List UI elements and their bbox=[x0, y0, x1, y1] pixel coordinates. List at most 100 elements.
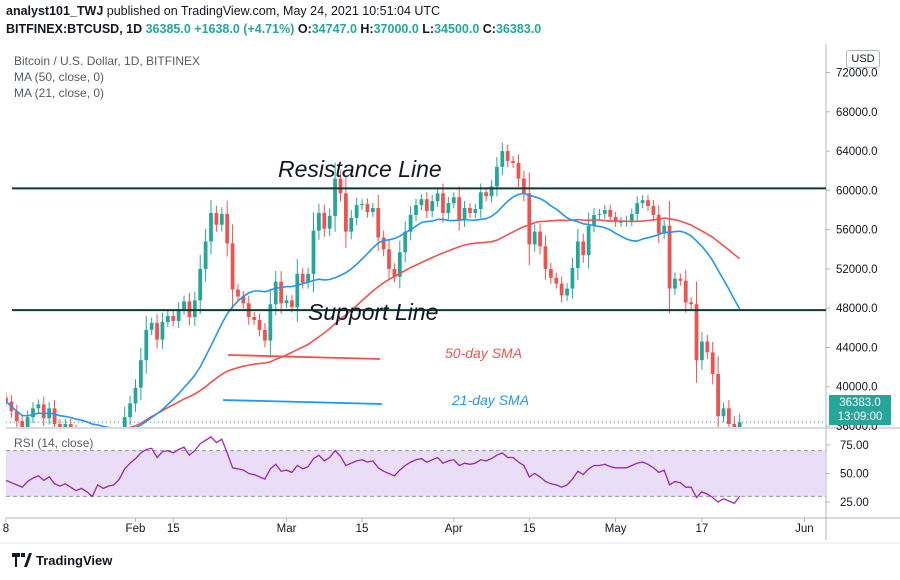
publisher-name: analyst101_TWJ bbox=[6, 4, 104, 18]
candle bbox=[565, 288, 569, 296]
candle bbox=[176, 309, 181, 321]
time-tick-label: 15 bbox=[356, 523, 369, 535]
candle bbox=[689, 302, 694, 305]
published-info: published on TradingView.com, May 24, 20… bbox=[106, 4, 441, 18]
candle bbox=[414, 205, 418, 215]
candle bbox=[495, 166, 499, 187]
sma50-label: 50-day SMA bbox=[445, 345, 522, 361]
candle bbox=[165, 316, 170, 322]
candle bbox=[554, 277, 559, 284]
candle bbox=[532, 231, 537, 245]
candle bbox=[484, 192, 489, 197]
candle bbox=[683, 280, 688, 303]
price-tick-label: 56000.0 bbox=[836, 225, 878, 237]
candle bbox=[489, 186, 494, 197]
candle bbox=[527, 193, 532, 245]
high-label: H: bbox=[360, 22, 374, 36]
candle bbox=[68, 424, 73, 427]
candle bbox=[613, 216, 618, 222]
candle bbox=[651, 206, 656, 215]
price-tick-label: 64000.0 bbox=[836, 146, 878, 158]
candle bbox=[263, 329, 267, 341]
candle bbox=[446, 203, 451, 213]
candle bbox=[198, 268, 203, 301]
candle bbox=[511, 160, 515, 163]
rsi-band bbox=[6, 450, 826, 497]
candle bbox=[230, 243, 235, 290]
candle bbox=[149, 322, 154, 330]
candle bbox=[721, 408, 726, 417]
bar-countdown: 13:09:00 bbox=[837, 411, 883, 423]
tradingview-brand[interactable]: TradingView bbox=[12, 553, 112, 570]
candle bbox=[430, 201, 435, 211]
candle bbox=[268, 304, 273, 341]
symbol-label: BITFINEX:BTCUSD, 1D bbox=[6, 22, 143, 36]
low-value: 34500.0 bbox=[434, 22, 480, 36]
candle bbox=[451, 197, 456, 204]
open-label: O: bbox=[297, 22, 312, 36]
price-tick-label: 44000.0 bbox=[836, 342, 878, 354]
candle bbox=[171, 316, 176, 321]
candle bbox=[435, 193, 440, 202]
candle bbox=[468, 208, 472, 213]
candle bbox=[732, 424, 737, 427]
time-tick-label: Apr bbox=[445, 523, 463, 535]
rsi-tick-label: 50.00 bbox=[840, 469, 869, 481]
candle bbox=[133, 387, 138, 404]
candle bbox=[575, 241, 580, 268]
candle bbox=[203, 241, 208, 269]
candle bbox=[462, 208, 467, 220]
candle bbox=[586, 225, 591, 256]
candle bbox=[673, 278, 677, 289]
candle bbox=[365, 204, 370, 212]
candle bbox=[284, 300, 289, 304]
candle bbox=[311, 230, 316, 274]
candle bbox=[646, 200, 650, 207]
candle bbox=[441, 193, 445, 213]
ma50-line bbox=[102, 217, 741, 427]
candle bbox=[317, 212, 321, 231]
legend-title: Bitcoin / U.S. Dollar, 1D, BITFINEX bbox=[14, 54, 201, 68]
candle bbox=[727, 408, 731, 425]
candle bbox=[667, 225, 672, 289]
rsi-legend: RSI (14, close) bbox=[14, 436, 94, 450]
candle bbox=[381, 237, 386, 250]
candle bbox=[387, 249, 391, 269]
candle bbox=[559, 283, 564, 296]
candle bbox=[333, 178, 337, 216]
candle bbox=[192, 300, 197, 318]
candle bbox=[144, 329, 149, 361]
candle bbox=[478, 192, 483, 210]
candle bbox=[327, 215, 332, 229]
candle bbox=[597, 213, 602, 215]
currency-button[interactable]: USD bbox=[846, 50, 880, 68]
candle bbox=[694, 304, 699, 361]
price-tick-label: 52000.0 bbox=[836, 264, 878, 276]
candle bbox=[63, 424, 68, 427]
candle bbox=[716, 373, 720, 417]
close-label: C: bbox=[482, 22, 496, 36]
candle bbox=[338, 178, 343, 194]
legend-ma50: MA (50, close, 0) bbox=[14, 70, 105, 84]
candle bbox=[424, 199, 429, 211]
candle bbox=[473, 209, 478, 213]
open-value: 34747.0 bbox=[311, 22, 357, 36]
candle bbox=[219, 213, 224, 225]
time-tick-label: Jun bbox=[795, 523, 814, 535]
candle bbox=[619, 221, 623, 223]
low-label: L: bbox=[422, 22, 435, 36]
price-tick-label: 72000.0 bbox=[836, 68, 878, 80]
time-tick-label: May bbox=[605, 523, 627, 535]
candle bbox=[678, 278, 683, 281]
candle bbox=[710, 352, 715, 374]
candle bbox=[225, 213, 230, 244]
candle bbox=[31, 408, 35, 418]
candle bbox=[608, 210, 613, 217]
time-tick-label: 17 bbox=[696, 523, 709, 535]
candle bbox=[505, 151, 510, 161]
candle bbox=[662, 225, 667, 234]
high-value: 37000.0 bbox=[373, 22, 419, 36]
sma21-annotation-line bbox=[222, 399, 383, 405]
candle bbox=[403, 231, 408, 253]
